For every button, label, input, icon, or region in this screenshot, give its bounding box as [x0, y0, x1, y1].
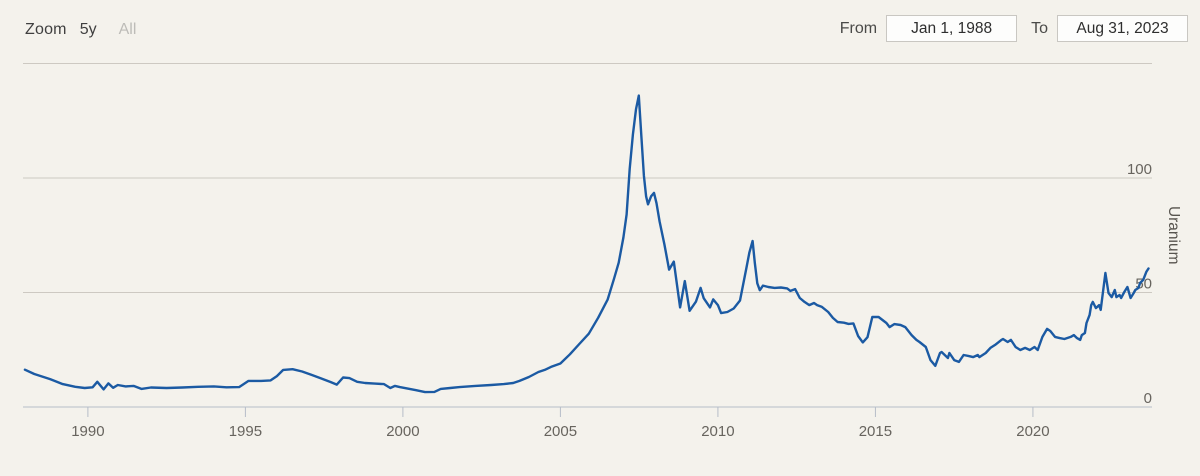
chart-toolbar: Zoom 5y All From To — [0, 0, 1200, 52]
y-tick-label: 100 — [1127, 161, 1152, 178]
zoom-label: Zoom — [25, 21, 67, 38]
to-date-input[interactable] — [1057, 15, 1188, 42]
uranium-price-line — [23, 94, 1150, 394]
y-axis-title: Uranium — [1165, 206, 1182, 265]
from-label: From — [839, 19, 878, 37]
to-label: To — [1031, 19, 1048, 37]
x-tick-label: 2000 — [386, 423, 419, 440]
from-date-input[interactable] — [886, 15, 1018, 42]
x-tick-label: 2015 — [859, 423, 892, 440]
x-tick-label: 1990 — [71, 423, 104, 440]
zoom-5y-button[interactable]: 5y — [79, 21, 97, 38]
zoom-all-button[interactable]: All — [118, 21, 137, 38]
date-range-selector: From To — [840, 15, 1188, 42]
x-tick-label: 1995 — [229, 423, 262, 440]
x-tick-label: 2010 — [701, 423, 734, 440]
zoom-controls: Zoom 5y All — [25, 21, 158, 39]
x-tick-label: 2020 — [1016, 423, 1049, 440]
x-tick-label: 2005 — [544, 423, 577, 440]
y-tick-label: 0 — [1144, 390, 1152, 407]
